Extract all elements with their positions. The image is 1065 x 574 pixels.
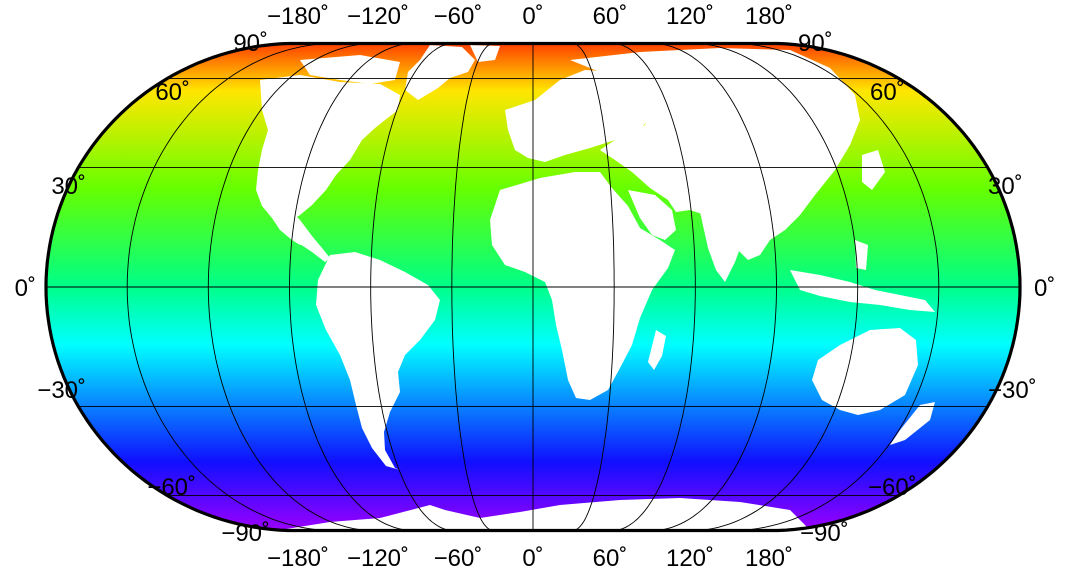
lon-label-top: 120˚ — [666, 3, 714, 30]
land-asia — [570, 48, 860, 260]
lat-label-left: 0˚ — [15, 275, 36, 302]
land-arabia — [628, 190, 676, 240]
lat-label-left: 30˚ — [51, 173, 86, 200]
land-greenland — [405, 45, 475, 100]
lat-label-right: 60˚ — [870, 79, 905, 106]
lon-label-bottom: 120˚ — [666, 545, 714, 572]
lon-label-top: −180˚ — [267, 3, 329, 30]
lon-label-top: −120˚ — [347, 3, 409, 30]
lat-label-right: −30˚ — [988, 377, 1037, 404]
landmasses — [256, 45, 935, 530]
land-south-america — [316, 252, 440, 470]
lat-label-right: 90˚ — [798, 30, 833, 57]
longitude-labels-bottom: −180˚ −120˚ −60˚ 0˚ 60˚ 120˚ 180˚ — [267, 545, 793, 572]
lon-label-top: 60˚ — [593, 3, 628, 30]
lon-label-bottom: 180˚ — [745, 545, 793, 572]
lon-label-bottom: −120˚ — [347, 545, 409, 572]
lon-label-bottom: −180˚ — [267, 545, 329, 572]
lon-label-bottom: 0˚ — [522, 545, 543, 572]
map-frame — [44, 41, 1022, 533]
land-north-america — [256, 75, 400, 245]
lat-label-right: 0˚ — [1034, 275, 1055, 302]
land-svalbard — [470, 45, 500, 62]
lon-label-top: 0˚ — [522, 3, 543, 30]
latitude-labels-left: 90˚ 60˚ 30˚ 0˚ −30˚ −60˚ −90˚ — [15, 30, 270, 547]
land-japan — [862, 150, 885, 190]
lat-label-right: −90˚ — [800, 520, 849, 547]
land-australia — [812, 328, 918, 415]
longitude-labels-top: −180˚ −120˚ −60˚ 0˚ 60˚ 120˚ 180˚ — [267, 3, 793, 30]
land-new-zealand — [890, 402, 935, 445]
land-central-america — [268, 200, 330, 262]
latitude-labels-right: 90˚ 60˚ 30˚ 0˚ −30˚ −60˚ −90˚ — [798, 30, 1055, 547]
land-africa — [490, 172, 675, 400]
lon-label-top: −60˚ — [434, 3, 483, 30]
land-arctic-canada — [300, 55, 400, 84]
land-india — [700, 212, 745, 282]
lat-label-right: −60˚ — [868, 474, 917, 501]
lon-label-top: 180˚ — [745, 3, 793, 30]
land-philippines — [855, 240, 868, 270]
lat-label-right: 30˚ — [988, 173, 1023, 200]
lat-label-left: 90˚ — [233, 30, 268, 57]
land-madagascar — [648, 330, 666, 370]
lat-label-left: −90˚ — [221, 520, 270, 547]
land-indonesia — [790, 270, 935, 312]
lon-label-bottom: −60˚ — [434, 545, 483, 572]
lat-label-left: −30˚ — [37, 377, 86, 404]
lat-label-left: 60˚ — [155, 79, 190, 106]
lon-label-bottom: 60˚ — [593, 545, 628, 572]
land-antarctica — [280, 498, 810, 530]
lat-label-left: −60˚ — [147, 474, 196, 501]
land-british-isles — [512, 108, 525, 130]
